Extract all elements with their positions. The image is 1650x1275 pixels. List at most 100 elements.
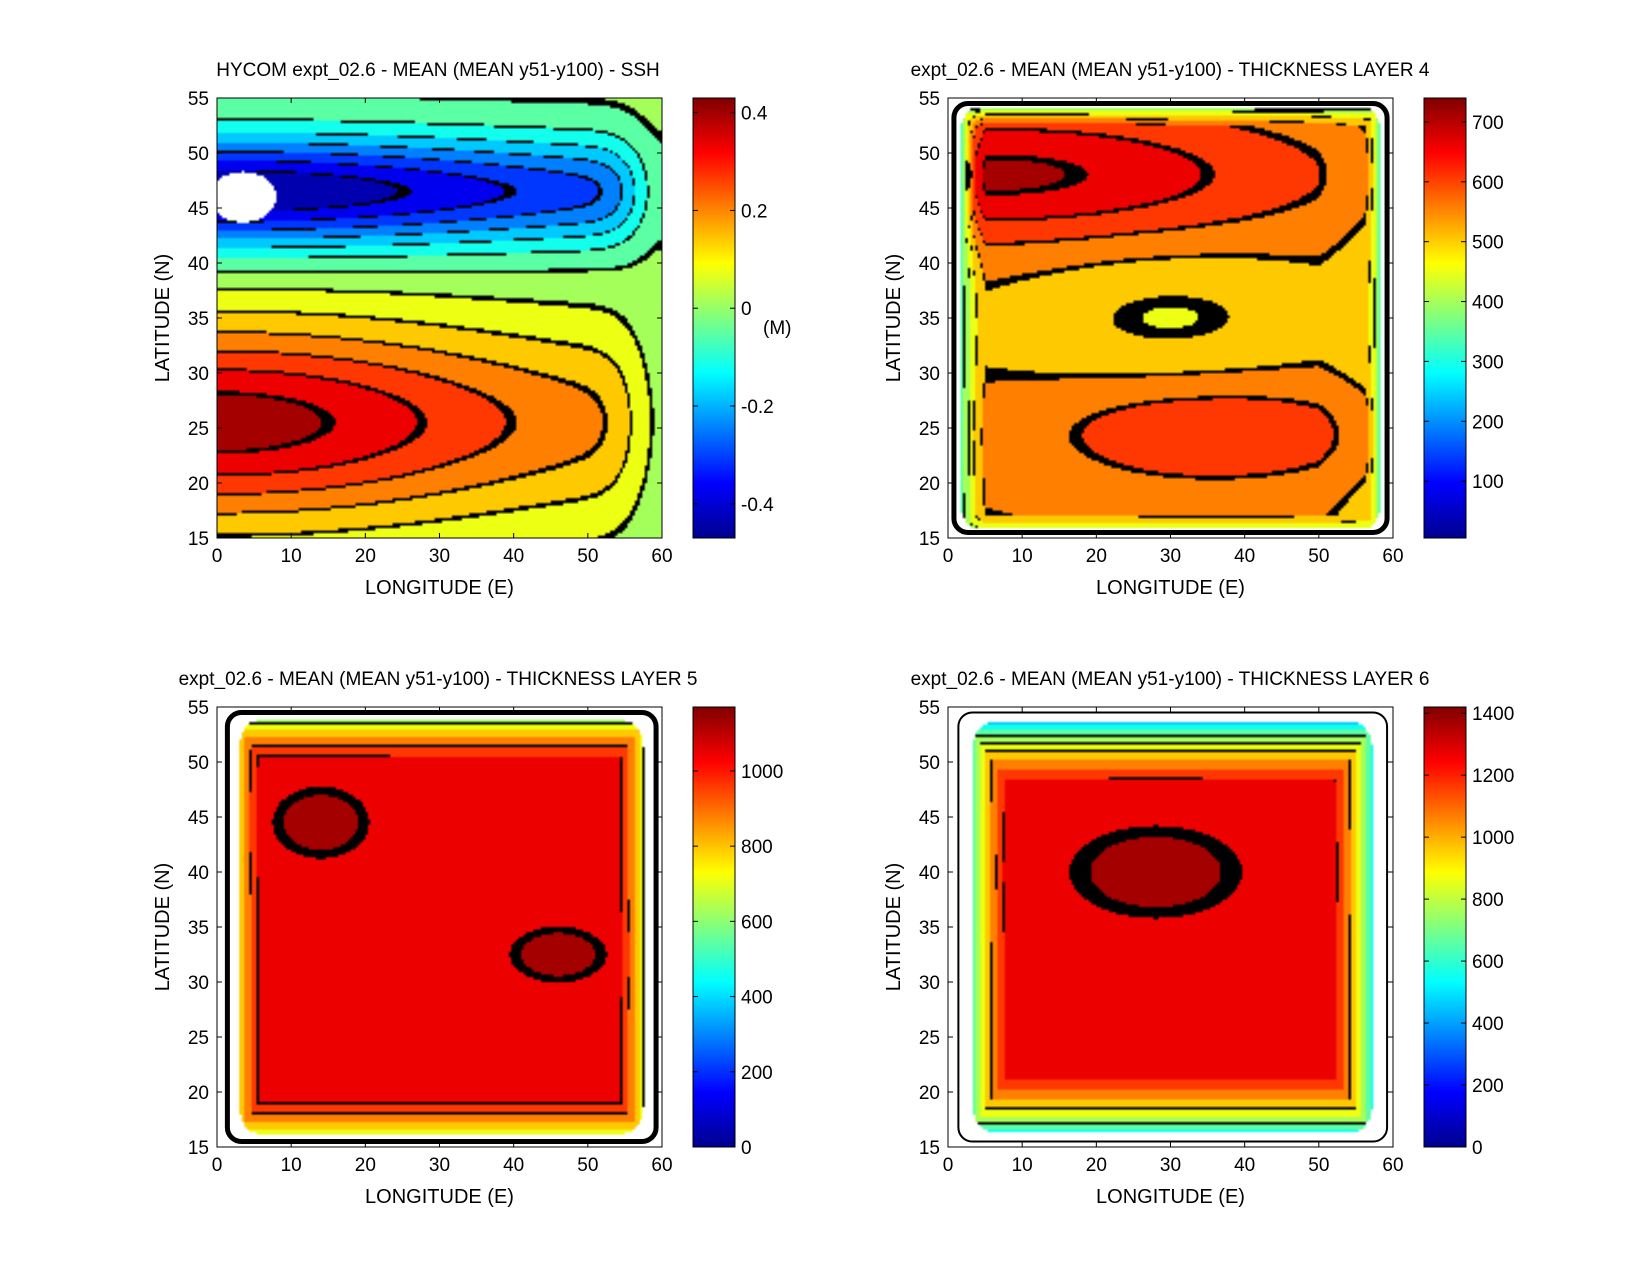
y-tick-label: 35 — [919, 918, 940, 939]
x-axis-label: LONGITUDE (E) — [365, 1186, 514, 1208]
colorbar-tick-label: 0.2 — [741, 201, 767, 222]
colorbar-tick-label: 1200 — [1472, 766, 1514, 787]
colorbar-tick-label: 500 — [1472, 233, 1504, 254]
x-tick-label: 0 — [212, 546, 223, 567]
x-tick-label: 60 — [1382, 1155, 1403, 1176]
y-tick-label: 35 — [919, 309, 940, 330]
y-axis-label: LATITUDE (N) — [883, 254, 905, 383]
panel-layer5: 0 10 20 30 40 50 60 15 20 25 30 35 40 45 50 55 expt_02.6… — [152, 669, 783, 1208]
coastline-layer5 — [224, 710, 659, 1144]
colorbar-tick-label: 600 — [1472, 952, 1504, 973]
colorbar-tick-label: 200 — [1472, 412, 1504, 433]
x-tick-label: 10 — [281, 1155, 302, 1176]
x-tick-label: 50 — [577, 1155, 598, 1176]
colorbar-tick-label: 300 — [1472, 352, 1504, 373]
x-tick-label: 50 — [1308, 1155, 1329, 1176]
y-tick-label: 30 — [919, 364, 940, 385]
colorbar-tick-label: -0.2 — [741, 397, 774, 418]
x-tick-label: 30 — [1160, 1155, 1181, 1176]
y-axis-label: LATITUDE (N) — [152, 254, 174, 383]
y-tick-label: 50 — [188, 753, 209, 774]
y-tick-label: 15 — [188, 1138, 209, 1159]
colorbar-unit: (M) — [763, 318, 791, 339]
y-tick-label: 20 — [188, 474, 209, 495]
y-tick-label: 50 — [188, 144, 209, 165]
x-tick-label: 20 — [355, 1155, 376, 1176]
x-tick-label: 50 — [1308, 546, 1329, 567]
x-tick-label: 20 — [1086, 1155, 1107, 1176]
coastline-layer4 — [951, 101, 1390, 535]
colorbar-tick-label: 600 — [1472, 173, 1504, 194]
y-tick-label: 45 — [188, 808, 209, 829]
panel-layer4: 0 10 20 30 40 50 60 15 20 25 30 35 40 45 50 55 expt_02.6… — [883, 60, 1504, 599]
y-tick-label: 50 — [919, 753, 940, 774]
x-tick-label: 30 — [429, 1155, 450, 1176]
y-tick-label: 45 — [919, 199, 940, 220]
colorbar-tick-label: 800 — [741, 837, 773, 858]
x-axis-label: LONGITUDE (E) — [1096, 1186, 1245, 1208]
x-tick-label: 10 — [1012, 1155, 1033, 1176]
colorbar-tick-label: 700 — [1472, 113, 1504, 134]
field-ssh — [217, 98, 662, 538]
colorbar-tick-label: 200 — [1472, 1076, 1504, 1097]
colorbar-tick-label: 600 — [741, 912, 773, 933]
y-tick-label: 15 — [188, 529, 209, 550]
y-tick-label: 55 — [919, 89, 940, 110]
x-tick-label: 60 — [651, 1155, 672, 1176]
x-tick-label: 50 — [577, 546, 598, 567]
panel-title: expt_02.6 - MEAN (MEAN y51-y100) - THICK… — [911, 60, 1430, 81]
colorbar-tick-label: 0.4 — [741, 104, 768, 125]
y-tick-label: 25 — [919, 419, 940, 440]
x-tick-label: 40 — [1234, 1155, 1255, 1176]
x-tick-label: 40 — [503, 546, 524, 567]
colorbar-tick-label: 400 — [1472, 293, 1504, 314]
x-tick-label: 0 — [212, 1155, 223, 1176]
x-tick-label: 10 — [1012, 546, 1033, 567]
y-tick-label: 30 — [188, 364, 209, 385]
panel-ssh: 0 10 20 30 40 50 60 15 20 25 30 35 40 45 50 55 HYCOM exp… — [152, 60, 791, 599]
panel-layer6: 0 10 20 30 40 50 60 15 20 25 30 35 40 45 50 55 expt_02.6… — [883, 669, 1514, 1208]
colorbar — [692, 706, 736, 1148]
colorbar — [692, 97, 736, 539]
y-tick-label: 20 — [919, 474, 940, 495]
x-tick-label: 30 — [429, 546, 450, 567]
y-tick-label: 25 — [188, 419, 209, 440]
panel-title: expt_02.6 - MEAN (MEAN y51-y100) - THICK… — [911, 669, 1430, 690]
y-tick-label: 35 — [188, 309, 209, 330]
y-tick-label: 20 — [919, 1083, 940, 1104]
y-tick-label: 50 — [919, 144, 940, 165]
colorbar-tick-label: 400 — [1472, 1014, 1504, 1035]
colorbar — [1423, 706, 1467, 1148]
panel-title: HYCOM expt_02.6 - MEAN (MEAN y51-y100) -… — [216, 60, 659, 81]
y-tick-label: 55 — [188, 698, 209, 719]
y-axis-label: LATITUDE (N) — [152, 863, 174, 992]
x-tick-label: 40 — [1234, 546, 1255, 567]
y-tick-label: 55 — [188, 89, 209, 110]
y-tick-label: 45 — [188, 199, 209, 220]
colorbar — [1423, 97, 1467, 539]
y-tick-label: 30 — [919, 973, 940, 994]
colorbar-tick-label: 0 — [741, 299, 752, 320]
colorbar-tick-label: 200 — [741, 1063, 773, 1084]
y-tick-label: 40 — [188, 863, 209, 884]
x-axis-label: LONGITUDE (E) — [1096, 577, 1245, 599]
y-tick-label: 25 — [188, 1028, 209, 1049]
x-tick-label: 60 — [651, 546, 672, 567]
y-tick-label: 40 — [188, 254, 209, 275]
y-tick-label: 35 — [188, 918, 209, 939]
y-tick-label: 40 — [919, 254, 940, 275]
y-tick-label: 20 — [188, 1083, 209, 1104]
field-layer6 — [948, 707, 1393, 1147]
colorbar-tick-label: 1000 — [741, 762, 783, 783]
y-tick-label: 45 — [919, 808, 940, 829]
colorbar-tick-label: 800 — [1472, 890, 1504, 911]
coastline-layer6 — [957, 711, 1389, 1143]
colorbar-tick-label: 0 — [1472, 1138, 1483, 1159]
x-tick-label: 0 — [943, 1155, 954, 1176]
y-tick-label: 40 — [919, 863, 940, 884]
y-tick-label: 15 — [919, 1138, 940, 1159]
field-layer5 — [217, 707, 662, 1147]
colorbar-tick-label: 400 — [741, 988, 773, 1009]
panel-title: expt_02.6 - MEAN (MEAN y51-y100) - THICK… — [179, 669, 698, 690]
